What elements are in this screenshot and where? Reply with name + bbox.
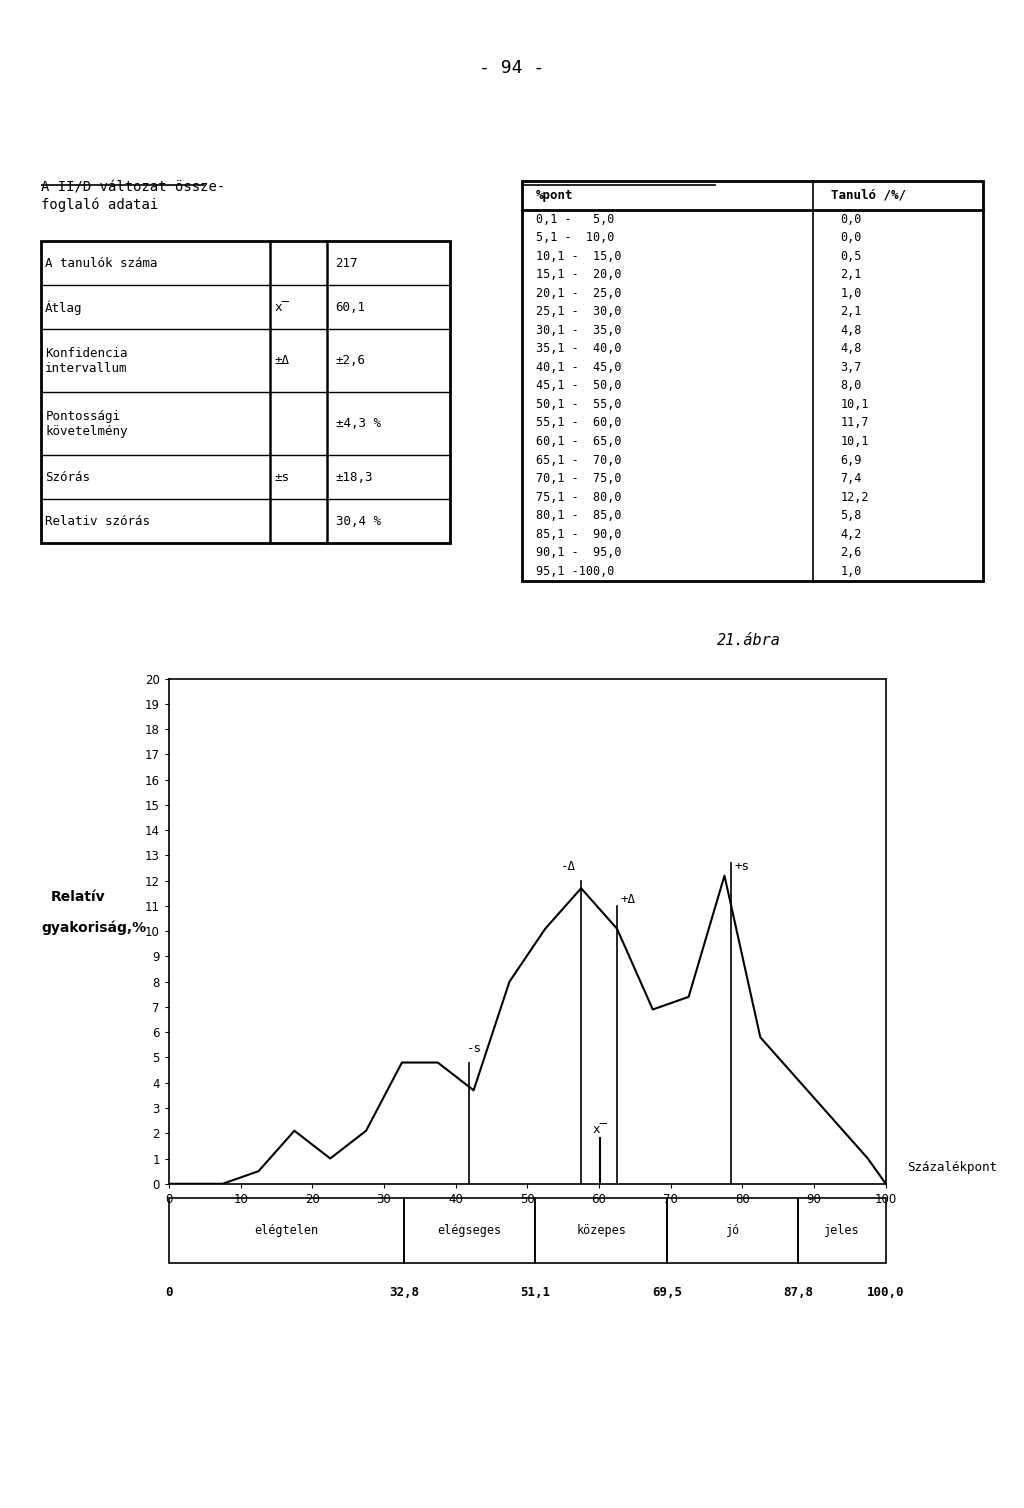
Text: Relativ szórás: Relativ szórás [45, 514, 151, 528]
Text: közepes: közepes [577, 1224, 626, 1237]
Text: 75,1 -  80,0: 75,1 - 80,0 [537, 490, 622, 504]
Text: 217: 217 [336, 256, 358, 270]
Text: 87,8: 87,8 [783, 1286, 813, 1298]
Bar [668, 1197, 799, 1264]
Text: 30,1 -  35,0: 30,1 - 35,0 [537, 324, 622, 336]
Text: +s: +s [734, 860, 750, 873]
Text: 12,2: 12,2 [840, 490, 868, 504]
Text: 0,0: 0,0 [840, 213, 861, 226]
Text: 4,8: 4,8 [840, 342, 861, 356]
Text: 1,0: 1,0 [840, 287, 861, 300]
Text: 45,1 -  50,0: 45,1 - 50,0 [537, 380, 622, 392]
Text: A II/D változat össze-
foglaló adatai: A II/D változat össze- foglaló adatai [41, 181, 225, 211]
Text: - 94 -: - 94 - [479, 59, 545, 77]
Text: 6,9: 6,9 [840, 454, 861, 466]
Text: 8,0: 8,0 [840, 380, 861, 392]
Bar [799, 1197, 886, 1264]
Text: 4,2: 4,2 [840, 528, 861, 541]
Bar [404, 1197, 536, 1264]
Text: 10,1 -  15,0: 10,1 - 15,0 [537, 250, 622, 262]
Text: Konfidencia
intervallum: Konfidencia intervallum [45, 347, 128, 375]
Text: Tanuló /%/: Tanuló /%/ [831, 188, 906, 202]
Text: ±Δ: ±Δ [274, 354, 289, 368]
Text: 10,1: 10,1 [840, 434, 868, 448]
Text: x̅: x̅ [274, 302, 289, 314]
Text: Pontossági
követelmény: Pontossági követelmény [45, 410, 128, 437]
Text: Relatív: Relatív [51, 890, 105, 905]
Text: 2,1: 2,1 [840, 268, 861, 280]
Text: 95,1 -100,0: 95,1 -100,0 [537, 566, 614, 578]
Text: 15,1 -  20,0: 15,1 - 20,0 [537, 268, 622, 280]
Text: 0: 0 [165, 1286, 173, 1298]
Text: 0,5: 0,5 [840, 250, 861, 262]
Text: 20,1 -  25,0: 20,1 - 25,0 [537, 287, 622, 300]
Text: A tanulók száma: A tanulók száma [45, 256, 158, 270]
Text: ±s: ±s [274, 470, 289, 484]
Text: 4,8: 4,8 [840, 324, 861, 336]
Text: 5,8: 5,8 [840, 510, 861, 522]
Text: 40,1 -  45,0: 40,1 - 45,0 [537, 360, 622, 374]
Text: x̅: x̅ [592, 1123, 607, 1136]
Text: 65,1 -  70,0: 65,1 - 70,0 [537, 454, 622, 466]
Text: elégtelen: elégtelen [254, 1224, 318, 1237]
Text: gyakoriság,%: gyakoriság,% [41, 920, 146, 935]
Text: 60,1: 60,1 [336, 302, 366, 314]
Text: 2,1: 2,1 [840, 305, 861, 318]
Text: 85,1 -  90,0: 85,1 - 90,0 [537, 528, 622, 541]
Text: 7,4: 7,4 [840, 472, 861, 486]
Text: jó: jó [726, 1224, 740, 1237]
Bar [536, 1197, 668, 1264]
Text: 90,1 -  95,0: 90,1 - 95,0 [537, 546, 622, 559]
Text: Átlag: Átlag [45, 300, 83, 315]
Text: 0,1 -   5,0: 0,1 - 5,0 [537, 213, 614, 226]
Bar [41, 241, 450, 543]
Text: 32,8: 32,8 [389, 1286, 419, 1298]
Text: 51,1: 51,1 [520, 1286, 550, 1298]
Text: 25,1 -  30,0: 25,1 - 30,0 [537, 305, 622, 318]
Bar [169, 1197, 404, 1264]
Text: 5,1 -  10,0: 5,1 - 10,0 [537, 231, 614, 244]
Text: 80,1 -  85,0: 80,1 - 85,0 [537, 510, 622, 522]
Text: Százalékpont: Százalékpont [907, 1161, 997, 1173]
Text: -Δ: -Δ [560, 860, 575, 873]
Text: 55,1 -  60,0: 55,1 - 60,0 [537, 416, 622, 430]
Text: %pont: %pont [537, 188, 573, 202]
Text: 50,1 -  55,0: 50,1 - 55,0 [537, 398, 622, 410]
Text: 70,1 -  75,0: 70,1 - 75,0 [537, 472, 622, 486]
Text: 3,7: 3,7 [840, 360, 861, 374]
Text: 0,0: 0,0 [840, 231, 861, 244]
Text: 1,0: 1,0 [840, 566, 861, 578]
Text: Szórás: Szórás [45, 470, 90, 484]
Text: 10,1: 10,1 [840, 398, 868, 410]
Text: +Δ: +Δ [621, 893, 636, 906]
Text: -s: -s [467, 1042, 481, 1056]
Text: 2,6: 2,6 [840, 546, 861, 559]
Text: ±2,6: ±2,6 [336, 354, 366, 368]
Text: 11,7: 11,7 [840, 416, 868, 430]
Text: 21.ábra: 21.ábra [717, 633, 780, 648]
Text: jeles: jeles [824, 1224, 860, 1237]
Text: elégseges: elégseges [437, 1224, 502, 1237]
Text: 60,1 -  65,0: 60,1 - 65,0 [537, 434, 622, 448]
Text: 100,0: 100,0 [867, 1286, 904, 1298]
Text: 30,4 %: 30,4 % [336, 514, 381, 528]
Text: ±4,3 %: ±4,3 % [336, 418, 381, 430]
Text: 35,1 -  40,0: 35,1 - 40,0 [537, 342, 622, 356]
Text: ±18,3: ±18,3 [336, 470, 373, 484]
Text: 69,5: 69,5 [652, 1286, 682, 1298]
